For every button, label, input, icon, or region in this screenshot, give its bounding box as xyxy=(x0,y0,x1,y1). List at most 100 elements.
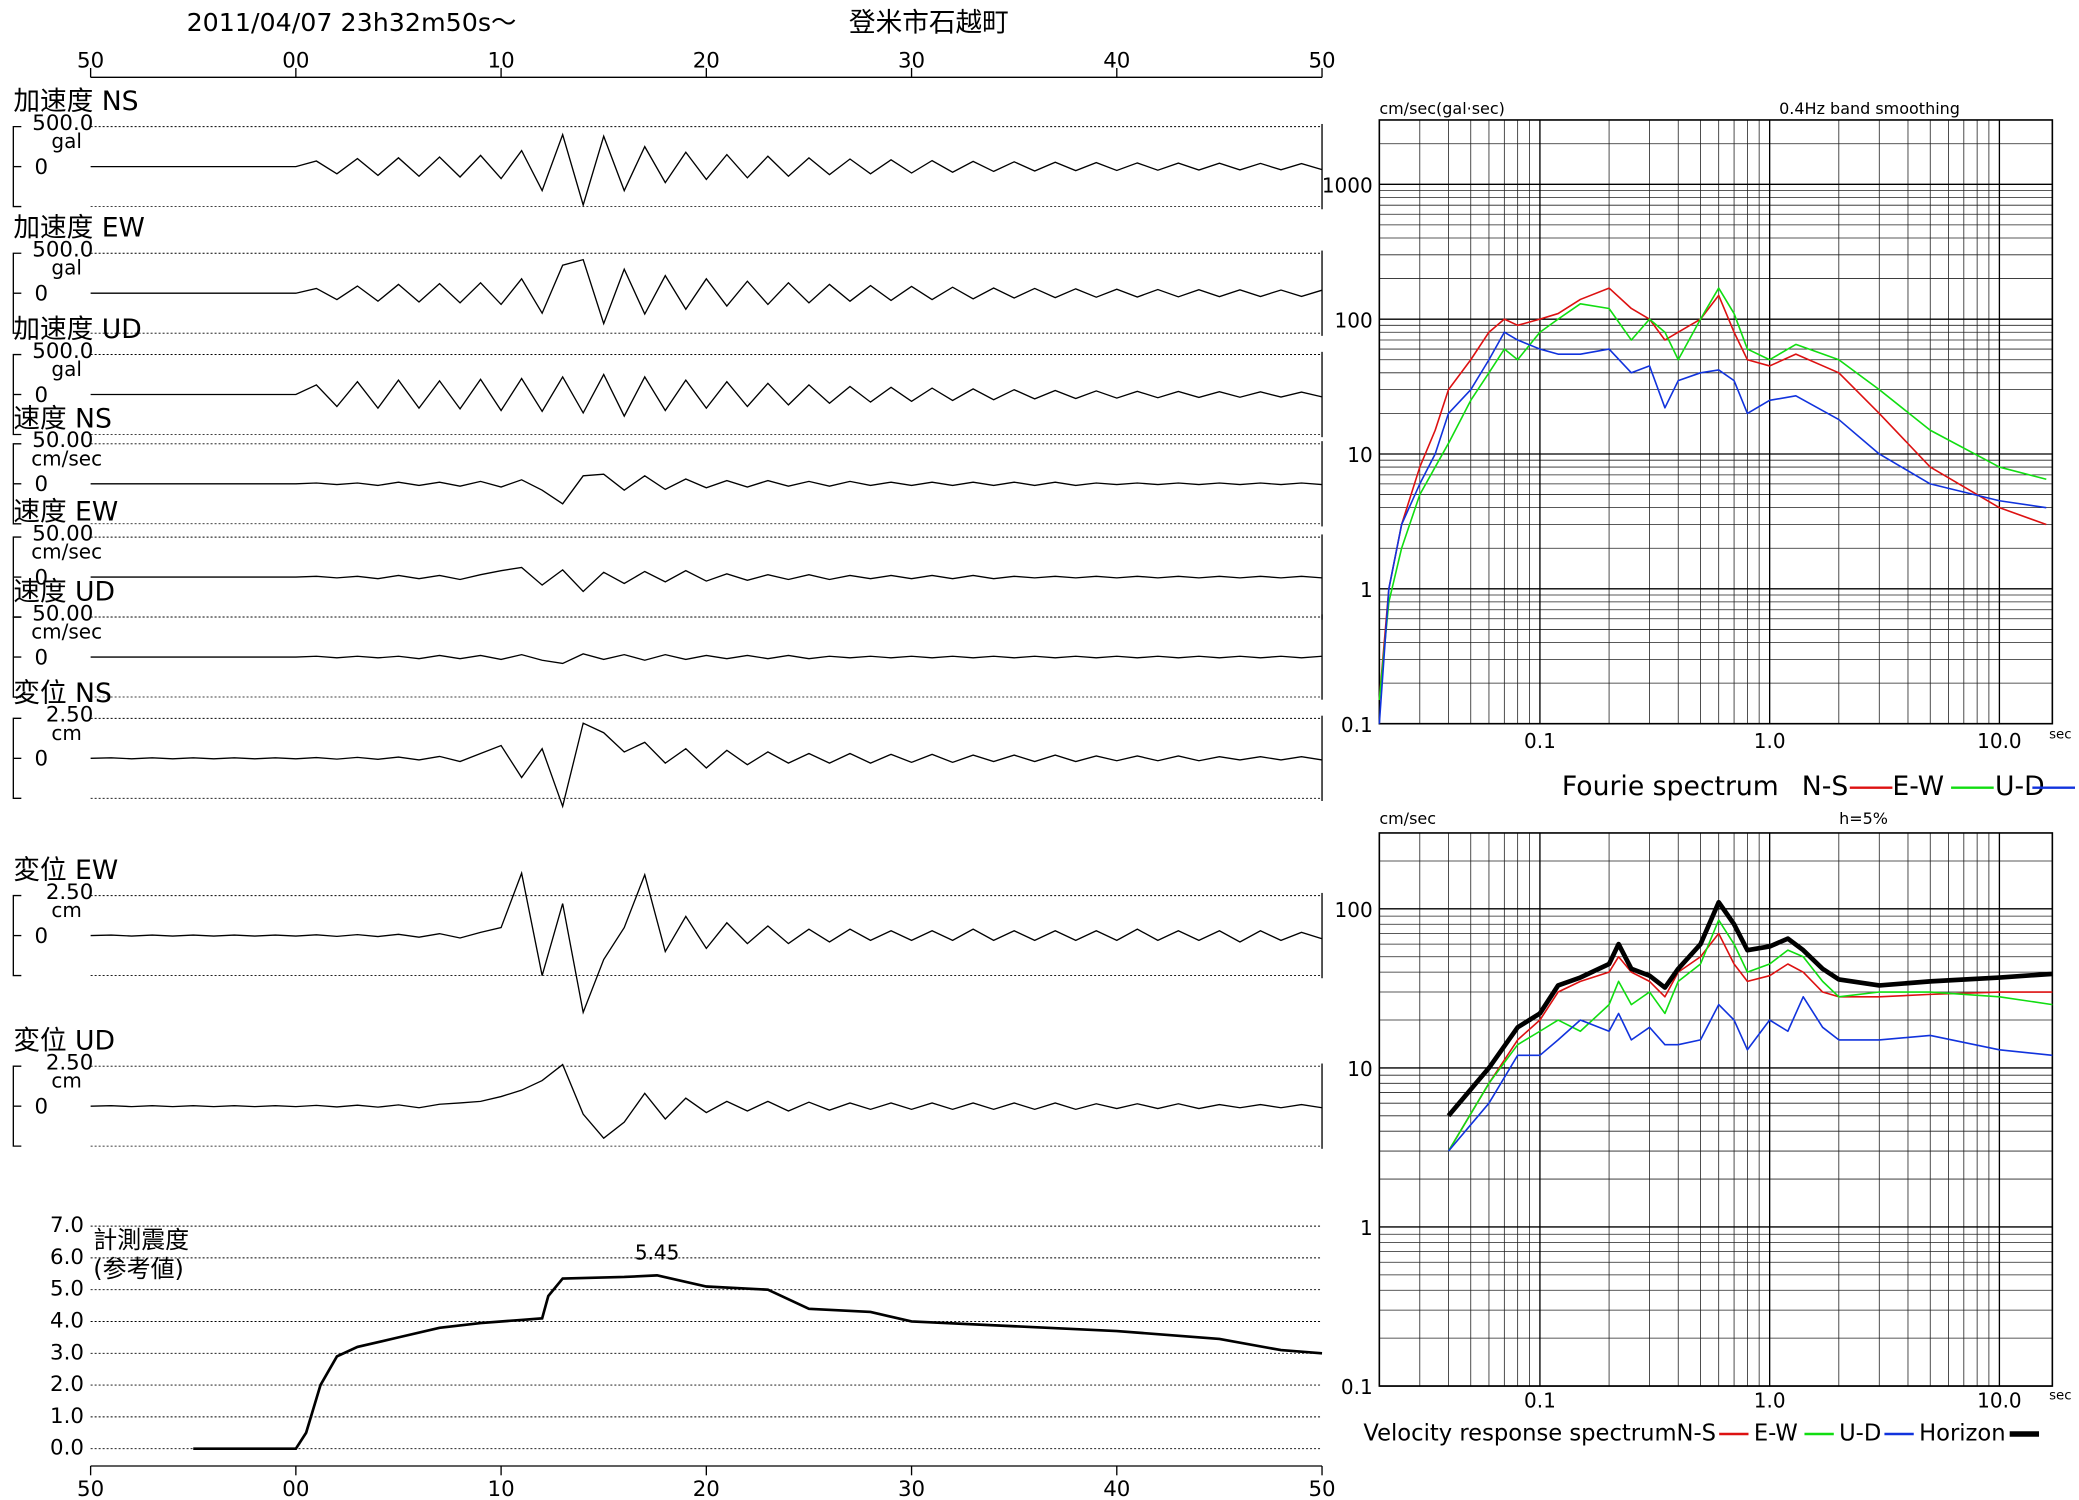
y-tick-label: 0 xyxy=(35,155,49,180)
legend-label: E-W xyxy=(1754,1421,1798,1447)
y-tick-label: 2.50 xyxy=(46,703,93,728)
spectrum-line xyxy=(1447,995,2053,1152)
annotation: 5.45 xyxy=(635,1241,680,1265)
spectrum-line xyxy=(1378,287,2047,701)
x-tick-label: 40 xyxy=(1103,48,1130,73)
x-tick-label: 10 xyxy=(488,48,515,73)
waveform-trace xyxy=(90,722,1323,809)
panel-label: 加速度 UD xyxy=(13,314,141,345)
intensity-line xyxy=(193,1274,1323,1450)
y-tick-label: 500.0 xyxy=(32,238,93,263)
legend-label: N-S xyxy=(1802,771,1848,802)
y-tick-label: 0.0 xyxy=(50,1436,84,1461)
x-tick-label: 30 xyxy=(898,1477,925,1500)
x-tick-label: 0.1 xyxy=(1524,1389,1556,1413)
y-tick-label: 1.0 xyxy=(50,1404,84,1429)
plot-frame xyxy=(1378,832,2054,1387)
panel-label: 速度 EW xyxy=(13,497,118,528)
unit-label: cm/sec xyxy=(31,540,102,564)
unit-label: gal xyxy=(51,256,81,280)
y-tick-label: 7.0 xyxy=(50,1213,84,1238)
y-tick-label: 10 xyxy=(1347,1057,1372,1081)
waveform-trace xyxy=(90,653,1323,665)
panel-label: 加速度 EW xyxy=(13,213,145,244)
x-tick-label: 00 xyxy=(282,1477,309,1500)
y-tick-label: 100 xyxy=(1335,308,1373,332)
panel-label: 変位 NS xyxy=(13,678,112,709)
y-tick-label: 50.00 xyxy=(32,521,93,546)
x-tick-label: 50 xyxy=(77,1477,104,1500)
y-axis-label: (参考値) xyxy=(93,1255,184,1283)
legend-label: U-D xyxy=(1839,1421,1881,1447)
x-tick-label: 1.0 xyxy=(1754,729,1786,753)
y-tick-label: 1000 xyxy=(1322,173,1373,197)
y-tick-label: 500.0 xyxy=(32,111,93,136)
unit-label: cm xyxy=(51,1069,81,1093)
y-tick-label: 0 xyxy=(35,472,49,497)
y-tick-label: 6.0 xyxy=(50,1245,84,1270)
legend-label: N-S xyxy=(1677,1421,1716,1447)
unit-label: cm xyxy=(51,898,81,922)
y-tick-label: 2.0 xyxy=(50,1372,84,1397)
unit-label: cm/sec(gal·sec) xyxy=(1379,99,1505,118)
x-tick-label: 20 xyxy=(693,48,720,73)
waveform-trace xyxy=(90,473,1323,505)
note-label: h=5% xyxy=(1839,809,1888,828)
waveform-trace xyxy=(90,566,1323,593)
y-tick-label: 2.50 xyxy=(46,1051,93,1076)
y-tick-label: 0 xyxy=(35,565,49,590)
plot-frame xyxy=(1378,119,2054,725)
spectrum-line xyxy=(1447,919,2053,1152)
y-tick-label: 50.00 xyxy=(32,601,93,626)
unit-label: gal xyxy=(51,129,81,153)
unit-label: cm/sec xyxy=(1379,809,1436,828)
x-tick-label: 50 xyxy=(1308,48,1335,73)
spectrum-line xyxy=(1378,331,2047,724)
y-tick-label: 500.0 xyxy=(32,339,93,364)
y-tick-label: 4.0 xyxy=(50,1308,84,1333)
y-tick-label: 0 xyxy=(35,645,49,670)
panel-label: 速度 UD xyxy=(13,577,115,608)
legend-label: Horizon xyxy=(1919,1421,2006,1447)
x-tick-label: 10.0 xyxy=(1977,1389,2022,1413)
x-tick-label: 40 xyxy=(1103,1477,1130,1500)
panel-label: 加速度 NS xyxy=(13,86,138,117)
x-tick-label: 10.0 xyxy=(1977,729,2022,753)
panel-label: 速度 NS xyxy=(13,403,112,434)
legend-title: Fourie spectrum xyxy=(1562,771,1779,802)
x-tick-label: 0.1 xyxy=(1524,729,1556,753)
y-tick-label: 0 xyxy=(35,924,49,949)
note-label: 0.4Hz band smoothing xyxy=(1779,99,1960,118)
station-name: 登米市石越町 xyxy=(849,8,1009,39)
y-tick-label: 50.00 xyxy=(32,428,93,453)
x-axis-label: sec xyxy=(2049,1388,2071,1403)
unit-label: cm xyxy=(51,721,81,745)
x-tick-label: 30 xyxy=(898,48,925,73)
x-axis-label: sec xyxy=(2049,727,2071,742)
y-axis-label: 計測震度 xyxy=(93,1226,189,1254)
y-tick-label: 0 xyxy=(35,1094,49,1119)
y-tick-label: 0.1 xyxy=(1341,1375,1373,1399)
waveform-trace xyxy=(90,258,1323,326)
y-tick-label: 10 xyxy=(1347,443,1372,467)
waveform-trace xyxy=(90,132,1323,208)
y-tick-label: 100 xyxy=(1335,898,1373,922)
waveform-trace xyxy=(90,870,1323,1015)
y-tick-label: 5.0 xyxy=(50,1277,84,1302)
waveform-trace xyxy=(90,373,1323,418)
spectrum-line xyxy=(1378,287,2047,700)
y-tick-label: 1 xyxy=(1360,578,1373,602)
legend-label: E-W xyxy=(1892,771,1944,802)
unit-label: cm/sec xyxy=(31,620,102,644)
unit-label: cm/sec xyxy=(31,446,102,470)
y-tick-label: 0 xyxy=(35,282,49,307)
x-tick-label: 50 xyxy=(77,48,104,73)
y-tick-label: 0 xyxy=(35,747,49,772)
waveform-trace xyxy=(90,1063,1323,1140)
x-tick-label: 1.0 xyxy=(1754,1389,1786,1413)
legend-title: Velocity response spectrum xyxy=(1363,1421,1676,1447)
record-datetime: 2011/04/07 23h32m50s～ xyxy=(187,7,517,37)
